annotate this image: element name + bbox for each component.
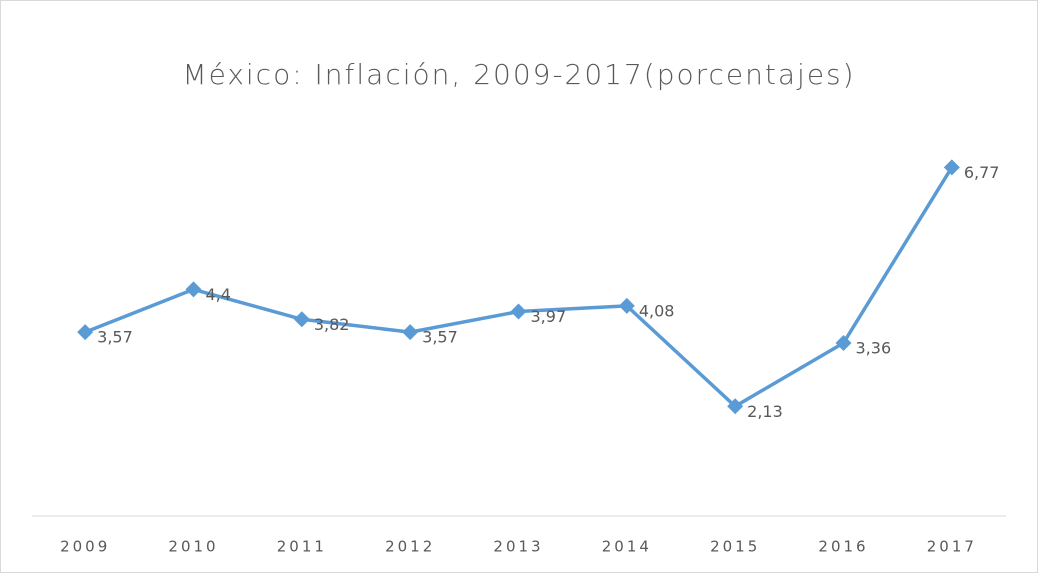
data-label: 3,57 xyxy=(422,328,458,347)
x-tick-label: 2015 xyxy=(710,538,760,556)
x-tick-label: 2009 xyxy=(60,538,110,556)
marker xyxy=(77,324,94,341)
data-label: 3,97 xyxy=(531,307,567,326)
data-label: 6,77 xyxy=(964,163,1000,182)
data-label: 3,57 xyxy=(97,328,133,347)
data-label: 2,13 xyxy=(747,402,783,421)
data-label: 4,08 xyxy=(639,301,675,320)
data-label: 3,36 xyxy=(856,338,892,357)
data-label: 4,4 xyxy=(206,285,231,304)
marker xyxy=(835,334,852,351)
marker xyxy=(618,297,635,314)
marker xyxy=(293,311,310,328)
chart-title: México: Inflación, 2009-2017(porcentajes… xyxy=(182,58,855,91)
x-tick-label: 2013 xyxy=(493,538,543,556)
x-tick-label: 2017 xyxy=(927,538,977,556)
data-label: 3,82 xyxy=(314,315,350,334)
x-tick-label: 2011 xyxy=(277,538,327,556)
marker xyxy=(510,303,527,320)
x-tick-label: 2014 xyxy=(602,538,652,556)
marker xyxy=(402,324,419,341)
marker xyxy=(185,281,202,298)
x-tick-label: 2012 xyxy=(385,538,435,556)
marker xyxy=(943,159,960,176)
x-tick-label: 2010 xyxy=(168,538,218,556)
x-tick-label: 2016 xyxy=(818,538,868,556)
marker xyxy=(727,398,744,415)
